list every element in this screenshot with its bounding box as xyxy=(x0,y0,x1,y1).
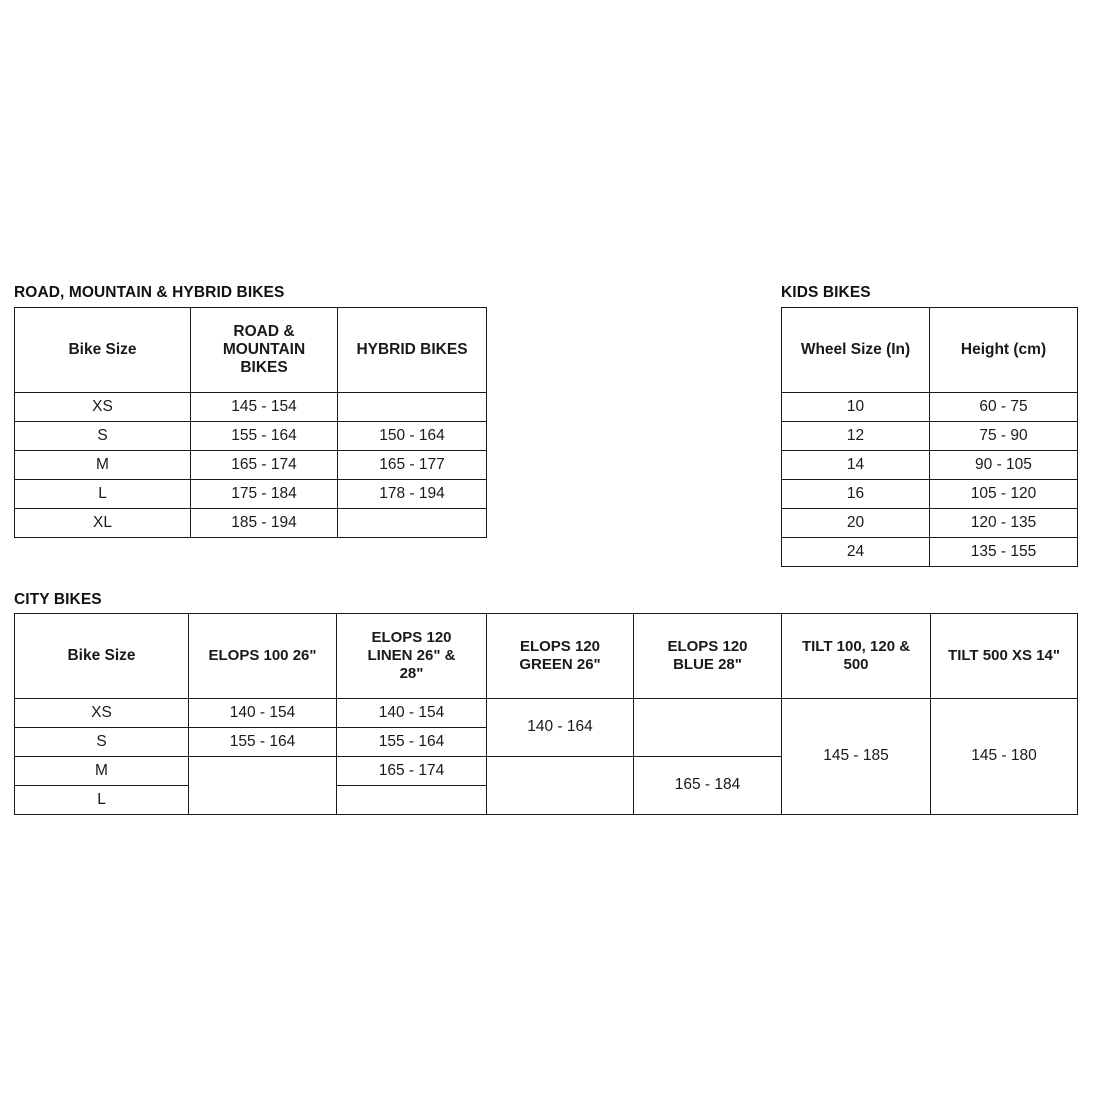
kids-section-title: KIDS BIKES xyxy=(781,284,871,301)
cell-elops-120-linen-blocked xyxy=(336,785,487,815)
table-row: 12 75 - 90 xyxy=(781,421,1078,451)
header-line-1: ROAD & xyxy=(233,322,295,340)
cell-hybrid: 150 - 164 xyxy=(337,421,487,451)
header-line-2: GREEN 26" xyxy=(519,656,601,673)
kids-bikes-table: Wheel Size (In) Height (cm) 10 60 - 75 1… xyxy=(781,307,1078,567)
cell-height: 105 - 120 xyxy=(929,479,1078,509)
header-line-2: BLUE 28" xyxy=(673,656,742,673)
column-header-height: Height (cm) xyxy=(929,307,1078,393)
cell-height: 75 - 90 xyxy=(929,421,1078,451)
cell-height: 120 - 135 xyxy=(929,508,1078,538)
road-mountain-hybrid-table: Bike Size ROAD & MOUNTAIN BIKES HYBRID B… xyxy=(14,307,487,538)
header-line-1: ELOPS 120 xyxy=(371,629,452,647)
table-row: XS 140 - 154 140 - 154 140 - 164 145 - 1… xyxy=(14,698,1078,815)
table-row: L xyxy=(14,785,1078,815)
cell-road-mountain: 175 - 184 xyxy=(190,479,338,509)
cell-elops-120-green: 140 - 164 xyxy=(486,698,634,757)
table-row: 20 120 - 135 xyxy=(781,508,1078,538)
column-header-tilt-500-xs-14: TILT 500 XS 14" xyxy=(930,613,1078,699)
header-line-2: LINEN 26" & xyxy=(367,647,456,665)
cell-road-mountain: 185 - 194 xyxy=(190,508,338,538)
cell-wheel-size: 24 xyxy=(781,537,930,567)
column-header-road-mountain-bikes: ROAD & MOUNTAIN BIKES xyxy=(190,307,338,393)
cell-elops-100: 155 - 164 xyxy=(188,727,337,757)
cell-bike-size: XS xyxy=(14,392,191,422)
header-line-2: 500 xyxy=(843,656,869,673)
cell-height: 135 - 155 xyxy=(929,537,1078,567)
cell-bike-size: S xyxy=(14,727,189,757)
city-bikes-table: Bike Size ELOPS 100 26" ELOPS 120 LINEN … xyxy=(14,613,1078,815)
cell-tilt-500-xs: 145 - 180 xyxy=(930,698,1078,815)
table-row: M 165 - 174 165 - 177 xyxy=(14,450,487,480)
column-header-bike-size: Bike Size xyxy=(14,307,191,393)
cell-hybrid: 165 - 177 xyxy=(337,450,487,480)
cell-road-mountain: 145 - 154 xyxy=(190,392,338,422)
column-header-elops-120-green: ELOPS 120 GREEN 26" xyxy=(486,613,634,699)
cell-bike-size: XS xyxy=(14,698,189,728)
cell-wheel-size: 10 xyxy=(781,392,930,422)
cell-elops-120-linen: 155 - 164 xyxy=(336,727,487,757)
header-line-3: 28" xyxy=(399,664,424,682)
cell-bike-size: M xyxy=(14,756,189,786)
cell-wheel-size: 12 xyxy=(781,421,930,451)
column-header-wheel-size: Wheel Size (In) xyxy=(781,307,930,393)
header-line-2: MOUNTAIN xyxy=(222,340,306,358)
cell-wheel-size: 14 xyxy=(781,450,930,480)
column-header-bike-size: Bike Size xyxy=(14,613,189,699)
cell-road-mountain: 155 - 164 xyxy=(190,421,338,451)
cell-elops-120-blue: 165 - 184 xyxy=(633,756,782,815)
cell-elops-120-green-blocked xyxy=(486,756,634,815)
table-row: S 155 - 164 150 - 164 xyxy=(14,421,487,451)
cell-hybrid: 178 - 194 xyxy=(337,479,487,509)
cell-hybrid-blocked xyxy=(337,508,487,538)
cell-bike-size: M xyxy=(14,450,191,480)
cell-bike-size: XL xyxy=(14,508,191,538)
cell-elops-100-blocked xyxy=(188,756,337,815)
column-header-elops-120-blue: ELOPS 120 BLUE 28" xyxy=(633,613,782,699)
table-row: M 165 - 174 165 - 184 xyxy=(14,756,1078,815)
cell-wheel-size: 16 xyxy=(781,479,930,509)
cell-elops-100: 140 - 154 xyxy=(188,698,337,728)
cell-elops-120-linen: 165 - 174 xyxy=(336,756,487,786)
cell-elops-120-linen: 140 - 154 xyxy=(336,698,487,728)
table-header-row: Bike Size ROAD & MOUNTAIN BIKES HYBRID B… xyxy=(14,307,487,393)
header-line-3: BIKES xyxy=(240,359,288,377)
cell-elops-120-blue-blocked xyxy=(633,698,782,757)
table-row: 14 90 - 105 xyxy=(781,450,1078,480)
column-header-tilt-100-120-500: TILT 100, 120 & 500 xyxy=(781,613,931,699)
cell-tilt-100-120-500: 145 - 185 xyxy=(781,698,931,815)
column-header-elops-120-linen: ELOPS 120 LINEN 26" & 28" xyxy=(336,613,487,699)
cell-height: 90 - 105 xyxy=(929,450,1078,480)
table-header-row: Bike Size ELOPS 100 26" ELOPS 120 LINEN … xyxy=(14,613,1078,699)
table-row: S 155 - 164 155 - 164 xyxy=(14,727,1078,757)
table-row: L 175 - 184 178 - 194 xyxy=(14,479,487,509)
table-row: 16 105 - 120 xyxy=(781,479,1078,509)
header-line-1: TILT 100, 120 & xyxy=(801,638,911,656)
table-row: 10 60 - 75 xyxy=(781,392,1078,422)
city-section-title: CITY BIKES xyxy=(14,591,102,608)
cell-road-mountain: 165 - 174 xyxy=(190,450,338,480)
header-line-1: ELOPS 120 xyxy=(519,638,601,656)
table-row: XL 185 - 194 xyxy=(14,508,487,538)
table-row: 24 135 - 155 xyxy=(781,537,1078,567)
road-section-title: ROAD, MOUNTAIN & HYBRID BIKES xyxy=(14,284,285,301)
cell-wheel-size: 20 xyxy=(781,508,930,538)
cell-bike-size: L xyxy=(14,479,191,509)
cell-bike-size: S xyxy=(14,421,191,451)
column-header-hybrid-bikes: HYBRID BIKES xyxy=(337,307,487,393)
table-row: XS 145 - 154 xyxy=(14,392,487,422)
column-header-elops-100-26: ELOPS 100 26" xyxy=(188,613,337,699)
cell-height: 60 - 75 xyxy=(929,392,1078,422)
table-header-row: Wheel Size (In) Height (cm) xyxy=(781,307,1078,393)
cell-hybrid-blocked xyxy=(337,392,487,422)
cell-bike-size: L xyxy=(14,785,189,815)
header-line-1: ELOPS 120 xyxy=(667,638,748,656)
